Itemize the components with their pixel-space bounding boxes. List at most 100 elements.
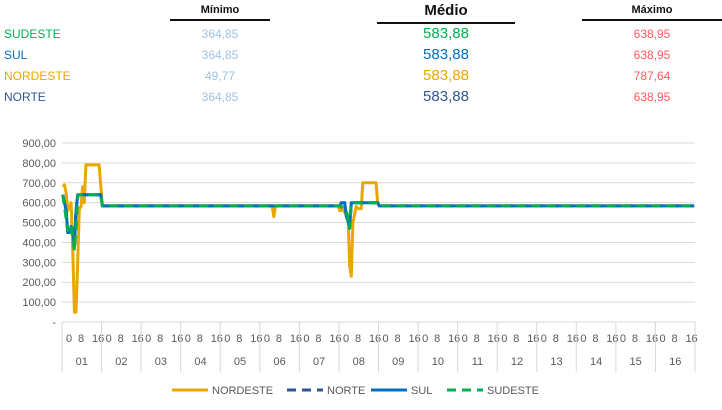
y-tick-label: 400,00 [22, 237, 56, 249]
day-label: 16 [669, 356, 681, 368]
header-max: Máximo [582, 4, 722, 21]
hour-tick-label: 0 [106, 333, 112, 345]
legend-label: NORTE [327, 385, 365, 397]
y-tick-label: 300,00 [22, 257, 56, 269]
y-tick-label: 500,00 [22, 218, 56, 230]
hour-tick-label: 8 [513, 333, 519, 345]
hour-tick-label: 16 [409, 333, 421, 345]
series-line-nordeste [61, 163, 695, 314]
hour-tick-label: 0 [422, 333, 428, 345]
min-value: 364,85 [201, 90, 239, 104]
day-label: 04 [194, 356, 206, 368]
hour-tick-label: 16 [290, 333, 302, 345]
avg-value: 583,88 [423, 88, 469, 105]
region-label: SUDESTE [4, 27, 61, 41]
min-value: 364,85 [201, 27, 239, 41]
hour-tick-label: 8 [434, 333, 440, 345]
hour-tick-label: 0 [620, 333, 626, 345]
hour-tick-label: 0 [541, 333, 547, 345]
hour-tick-label: 16 [329, 333, 341, 345]
hour-tick-label: 8 [632, 333, 638, 345]
legend-label: SUDESTE [487, 385, 539, 397]
hour-tick-label: 16 [92, 333, 104, 345]
hour-tick-label: 8 [157, 333, 163, 345]
y-tick-label: 800,00 [22, 158, 56, 170]
day-label: 08 [353, 356, 365, 368]
day-label: 10 [432, 356, 444, 368]
day-label: 01 [76, 356, 88, 368]
y-tick-label: 200,00 [22, 277, 56, 289]
day-label: 09 [392, 356, 404, 368]
hour-tick-label: 0 [145, 333, 151, 345]
legend-label: NORDESTE [212, 385, 273, 397]
max-value: 787,64 [633, 69, 671, 83]
day-label: 11 [472, 356, 483, 368]
hour-tick-label: 8 [315, 333, 321, 345]
region-label: NORTE [4, 90, 46, 104]
hour-tick-label: 8 [671, 333, 677, 345]
hour-tick-label: 16 [211, 333, 223, 345]
avg-value: 583,88 [423, 67, 469, 84]
min-value: 364,85 [201, 48, 239, 62]
hour-tick-label: 0 [501, 333, 507, 345]
day-label: 06 [273, 356, 285, 368]
hour-tick-label: 8 [197, 333, 203, 345]
y-tick-label: 600,00 [22, 198, 56, 210]
hour-tick-label: 16 [646, 333, 658, 345]
max-value: 638,95 [633, 90, 671, 104]
y-tick-label: - [52, 317, 56, 329]
y-tick-label: 900,00 [22, 138, 56, 150]
hour-tick-label: 16 [606, 333, 618, 345]
hour-tick-label: 16 [132, 333, 144, 345]
hour-tick-label: 0 [224, 333, 230, 345]
hour-tick-label: 16 [527, 333, 539, 345]
hour-tick-label: 16 [448, 333, 460, 345]
day-label: 07 [313, 356, 325, 368]
y-tick-label: 100,00 [22, 297, 56, 309]
hour-tick-label: 0 [264, 333, 270, 345]
max-value: 638,95 [633, 48, 671, 62]
hour-tick-label: 8 [355, 333, 361, 345]
day-label: 13 [550, 356, 562, 368]
hour-tick-label: 8 [592, 333, 598, 345]
y-tick-label: 700,00 [22, 178, 56, 190]
header-avg: Médio [377, 2, 515, 24]
avg-value: 583,88 [423, 25, 469, 42]
hour-tick-label: 0 [343, 333, 349, 345]
region-label: SUL [4, 48, 28, 62]
hour-tick-label: 16 [567, 333, 579, 345]
hour-tick-label: 8 [236, 333, 242, 345]
day-label: 12 [511, 356, 523, 368]
hour-tick-label: 0 [303, 333, 309, 345]
day-label: 03 [155, 356, 167, 368]
hour-tick-label: 8 [474, 333, 480, 345]
legend-label: SUL [411, 385, 432, 397]
hour-tick-label: 8 [118, 333, 124, 345]
hour-tick-label: 16 [250, 333, 262, 345]
hour-tick-label: 0 [383, 333, 389, 345]
day-label: 14 [590, 356, 602, 368]
hour-tick-label: 0 [462, 333, 468, 345]
hour-tick-label: 8 [78, 333, 84, 345]
min-value: 49,77 [204, 69, 236, 83]
day-label: 02 [115, 356, 127, 368]
region-label: NORDESTE [4, 69, 71, 83]
hour-tick-label: 16 [488, 333, 500, 345]
series-line-sudeste [61, 193, 695, 252]
hour-tick-label: 0 [580, 333, 586, 345]
hour-tick-label: 16 [171, 333, 183, 345]
header-min: Mínimo [170, 4, 270, 21]
avg-value: 583,88 [423, 46, 469, 63]
hour-tick-label: 8 [395, 333, 401, 345]
hour-tick-label: 16 [685, 333, 697, 345]
hour-tick-label: 0 [185, 333, 191, 345]
day-label: 05 [234, 356, 246, 368]
hour-tick-label: 8 [276, 333, 282, 345]
hour-tick-label: 0 [66, 333, 72, 345]
max-value: 638,95 [633, 27, 671, 41]
hour-tick-label: 0 [659, 333, 665, 345]
day-label: 15 [630, 356, 642, 368]
hour-tick-label: 16 [369, 333, 381, 345]
